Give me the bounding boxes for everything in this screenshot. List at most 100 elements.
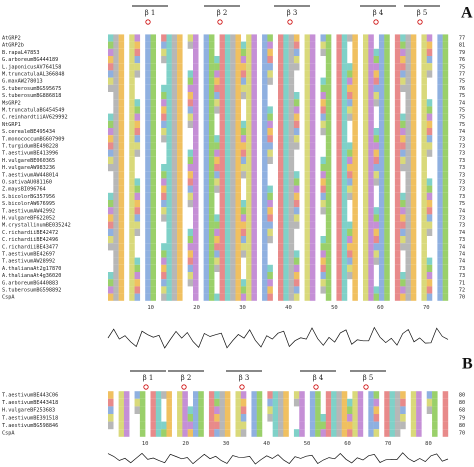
residue-block <box>368 41 374 49</box>
residue-block <box>113 250 119 258</box>
sequence-length: 79 <box>459 50 465 56</box>
residue-block <box>405 178 412 186</box>
residue-block <box>336 293 342 301</box>
residue-block <box>394 236 401 244</box>
residue-block <box>129 106 135 114</box>
residue-block <box>405 128 412 136</box>
residue-block <box>352 293 358 301</box>
residue-block <box>118 192 125 200</box>
residue-block <box>410 41 417 49</box>
residue-block <box>203 200 210 208</box>
residue-block <box>224 272 231 280</box>
residue-block <box>309 120 316 128</box>
residue-block <box>208 236 215 244</box>
residue-block <box>325 41 332 49</box>
residue-block <box>161 293 167 301</box>
residue-block <box>129 149 135 157</box>
residue-block <box>304 257 311 265</box>
residue-block <box>373 228 380 236</box>
sequence-length: 74 <box>459 252 465 258</box>
residue-block <box>134 70 141 78</box>
residue-block <box>347 406 353 414</box>
residue-block <box>373 135 380 143</box>
residue-block <box>150 398 157 407</box>
residue-block <box>230 70 236 78</box>
residue-block <box>214 171 220 179</box>
residue-block <box>118 34 125 42</box>
residue-block <box>177 236 183 244</box>
residue-block <box>394 293 401 301</box>
residue-block <box>336 84 342 92</box>
residue-block <box>309 250 316 258</box>
residue-block <box>352 106 358 114</box>
residue-block <box>214 228 220 236</box>
residue-block <box>113 128 119 136</box>
residue-block <box>405 272 412 280</box>
residue-block <box>320 106 327 114</box>
residue-block <box>171 142 178 150</box>
residue-block <box>224 250 231 258</box>
sequence-name: M.truncatulaAL366848 <box>2 72 64 78</box>
residue-block <box>288 63 295 71</box>
residue-block <box>161 99 167 107</box>
residue-block <box>352 257 358 265</box>
residue-block <box>219 171 226 179</box>
residue-block <box>108 149 114 157</box>
residue-block <box>352 56 358 64</box>
residue-block <box>368 48 374 56</box>
residue-block <box>150 142 157 150</box>
residue-block <box>166 264 172 272</box>
residue-block <box>240 214 247 222</box>
residue-block <box>193 398 199 407</box>
residue-block <box>410 92 417 100</box>
residue-block <box>384 272 390 280</box>
residue-block <box>421 56 427 64</box>
residue-block <box>203 70 210 78</box>
residue-block <box>230 106 236 114</box>
residue-block <box>336 128 342 136</box>
sequence-length: 75 <box>459 93 465 99</box>
residue-block <box>224 70 231 78</box>
residue-block <box>224 293 231 301</box>
residue-block <box>442 41 449 49</box>
residue-block <box>118 99 125 107</box>
residue-block <box>400 120 406 128</box>
residue-block <box>352 164 358 172</box>
residue-block <box>442 70 449 78</box>
residue-block <box>437 106 443 114</box>
residue-block <box>134 272 141 280</box>
residue-block <box>230 63 236 71</box>
residue-block <box>410 286 417 294</box>
residue-block <box>251 84 257 92</box>
residue-block <box>150 48 157 56</box>
residue-block <box>203 236 210 244</box>
residue-block <box>129 171 135 179</box>
residue-block <box>230 77 236 85</box>
residue-block <box>347 250 353 258</box>
residue-block <box>230 185 236 193</box>
residue-block <box>224 421 231 430</box>
residue-block <box>246 156 252 164</box>
residue-block <box>278 128 284 136</box>
residue-block <box>129 48 135 56</box>
residue-block <box>394 106 401 114</box>
residue-block <box>309 178 316 186</box>
residue-block <box>208 113 215 121</box>
residue-block <box>410 429 417 437</box>
residue-block <box>193 120 199 128</box>
residue-block <box>208 185 215 193</box>
sequence-length: 73 <box>459 237 465 243</box>
residue-block <box>288 250 295 258</box>
residue-block <box>368 84 374 92</box>
residue-block <box>230 264 236 272</box>
residue-block <box>394 48 401 56</box>
residue-block <box>352 414 358 422</box>
residue-block <box>208 63 215 71</box>
residue-block <box>331 391 337 399</box>
residue-block <box>118 250 125 258</box>
residue-block <box>299 398 305 407</box>
residue-block <box>118 406 125 414</box>
residue-block <box>246 221 252 229</box>
residue-block <box>150 70 157 78</box>
residue-block <box>368 391 374 399</box>
